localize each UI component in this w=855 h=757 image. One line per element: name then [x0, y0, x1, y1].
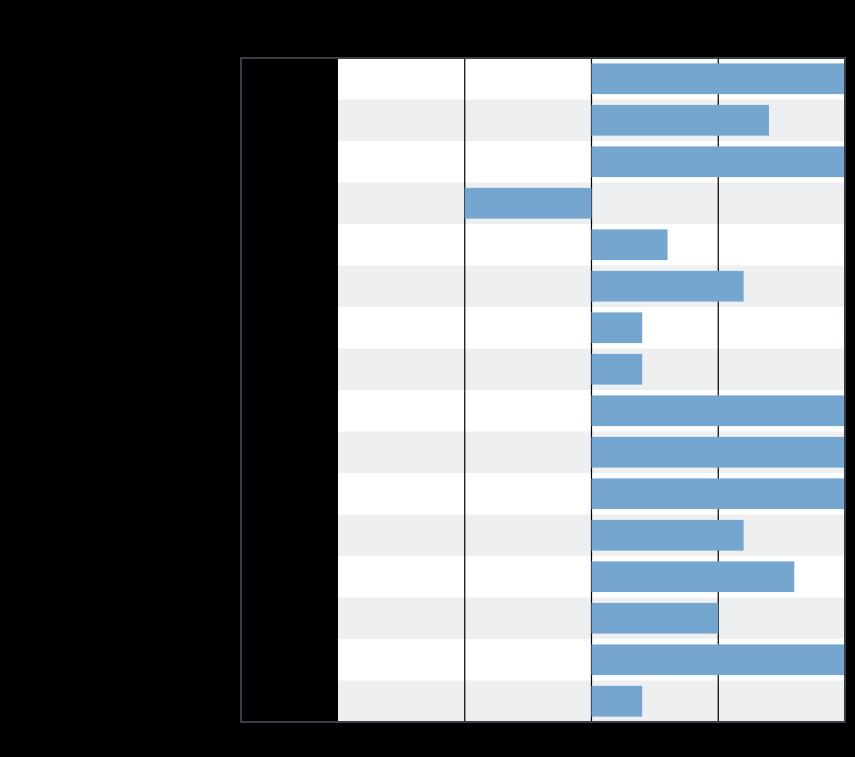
frame — [240, 57, 846, 723]
bar — [591, 229, 668, 261]
bar — [591, 353, 643, 385]
x-tick-label: 0 — [588, 730, 595, 744]
bar — [591, 685, 643, 717]
x-tick-label: 1 — [715, 730, 722, 744]
bar — [591, 104, 769, 136]
bar — [591, 561, 795, 593]
bar — [591, 395, 845, 427]
bar — [464, 187, 592, 219]
bar — [591, 602, 719, 634]
label-column — [241, 58, 338, 722]
bar — [591, 146, 845, 178]
bar — [591, 478, 845, 510]
bar — [591, 270, 744, 302]
bar — [591, 436, 845, 468]
bar — [591, 312, 643, 344]
bar — [591, 63, 845, 95]
x-tick-label: -1 — [459, 730, 470, 744]
bar — [591, 519, 744, 551]
bar — [591, 644, 845, 676]
